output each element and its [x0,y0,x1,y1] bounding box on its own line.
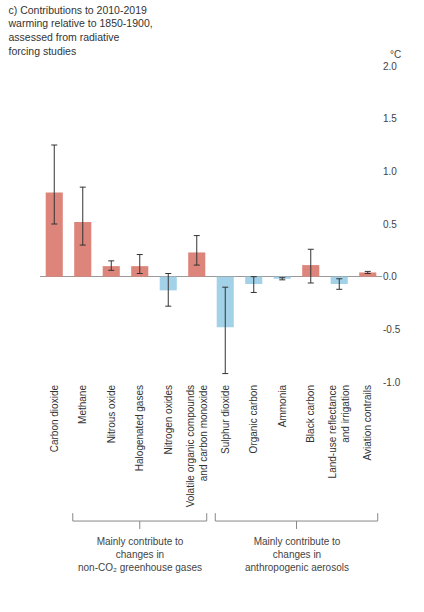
svg-text:Ammonia: Ammonia [277,385,288,428]
svg-text:0.5: 0.5 [383,219,397,230]
svg-text:Halogenated gases: Halogenated gases [134,385,145,471]
svg-text:Black carbon: Black carbon [305,385,316,443]
svg-text:Carbon dioxide: Carbon dioxide [49,385,60,453]
svg-text:Organic carbon: Organic carbon [248,385,259,453]
svg-text:Mainly contribute tochanges in: Mainly contribute tochanges inanthropoge… [245,536,349,573]
svg-text:1.5: 1.5 [383,113,397,124]
svg-text:-0.5: -0.5 [383,324,401,335]
svg-text:2.0: 2.0 [383,61,397,72]
svg-text:1.0: 1.0 [383,166,397,177]
svg-text:c) Contributions to 2010-2019w: c) Contributions to 2010-2019warming rel… [7,4,152,57]
svg-text:°C: °C [390,49,401,60]
svg-text:Sulphur dioxide: Sulphur dioxide [220,385,231,454]
svg-text:0.0: 0.0 [383,271,397,282]
svg-text:Nitrous oxide: Nitrous oxide [106,385,117,444]
svg-text:-1.0: -1.0 [383,377,401,388]
svg-text:Volatile organic compoundsand: Volatile organic compoundsand carbon mon… [185,385,209,508]
svg-text:Mainly contribute tochanges in: Mainly contribute tochanges innon-CO₂ gr… [78,536,202,573]
svg-text:Land-use reflectanceand irriga: Land-use reflectanceand irrigation [327,385,351,479]
svg-text:Nitrogen oxides: Nitrogen oxides [163,385,174,454]
svg-text:Methane: Methane [77,385,88,424]
svg-text:Aviation contrails: Aviation contrails [362,385,373,460]
